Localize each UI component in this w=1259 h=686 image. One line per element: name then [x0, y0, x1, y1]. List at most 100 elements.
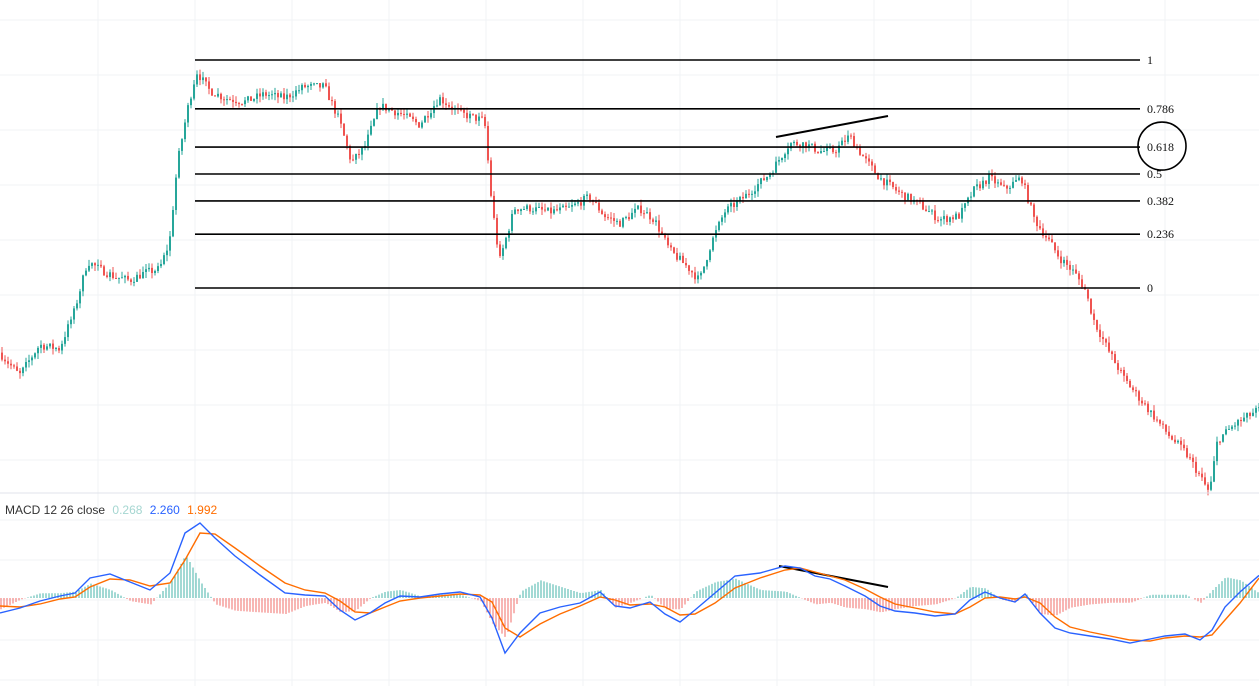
candle[interactable] — [376, 103, 378, 120]
candle[interactable] — [82, 274, 84, 297]
candle[interactable] — [892, 181, 894, 190]
candle[interactable] — [676, 247, 678, 262]
candle[interactable] — [328, 82, 330, 101]
candle[interactable] — [400, 108, 402, 117]
candle[interactable] — [430, 108, 432, 120]
candle[interactable] — [889, 175, 891, 186]
candle[interactable] — [94, 262, 96, 271]
candle[interactable] — [1024, 179, 1026, 189]
candle[interactable] — [979, 181, 981, 191]
candle[interactable] — [202, 71, 204, 85]
candle[interactable] — [16, 362, 18, 372]
candle[interactable] — [1213, 456, 1215, 483]
candle[interactable] — [787, 142, 789, 160]
candle[interactable] — [640, 199, 642, 217]
candle[interactable] — [736, 197, 738, 211]
candle[interactable] — [1165, 424, 1167, 435]
candle[interactable] — [907, 192, 909, 201]
candle[interactable] — [22, 366, 24, 377]
candle[interactable] — [442, 92, 444, 108]
candle[interactable] — [1117, 360, 1119, 375]
candle[interactable] — [1084, 284, 1086, 290]
candle[interactable] — [1060, 250, 1062, 269]
candle[interactable] — [220, 92, 222, 104]
candle[interactable] — [454, 105, 456, 115]
candle[interactable] — [40, 340, 42, 354]
candle[interactable] — [100, 260, 102, 269]
candle[interactable] — [1237, 418, 1239, 432]
candle[interactable] — [751, 190, 753, 201]
candle[interactable] — [1150, 409, 1152, 418]
candle[interactable] — [481, 111, 483, 119]
candle[interactable] — [1225, 426, 1227, 436]
candle[interactable] — [550, 202, 552, 219]
candle[interactable] — [499, 240, 501, 258]
candle[interactable] — [580, 197, 582, 210]
candle[interactable] — [1141, 397, 1143, 406]
candle[interactable] — [547, 207, 549, 212]
candle[interactable] — [568, 202, 570, 208]
candle[interactable] — [784, 152, 786, 163]
candle[interactable] — [439, 94, 441, 106]
candle[interactable] — [850, 133, 852, 140]
candle[interactable] — [556, 204, 558, 212]
candle[interactable] — [622, 217, 624, 229]
candle[interactable] — [883, 178, 885, 190]
candle[interactable] — [964, 202, 966, 212]
candle[interactable] — [424, 115, 426, 123]
candle[interactable] — [73, 305, 75, 324]
candle[interactable] — [262, 88, 264, 100]
candle[interactable] — [343, 123, 345, 136]
candle[interactable] — [880, 174, 882, 181]
candle[interactable] — [1105, 337, 1107, 348]
candle[interactable] — [250, 96, 252, 101]
candle[interactable] — [526, 203, 528, 211]
candle[interactable] — [946, 214, 948, 225]
candle[interactable] — [865, 152, 867, 164]
candle[interactable] — [307, 84, 309, 93]
candle[interactable] — [1252, 408, 1254, 417]
candle[interactable] — [544, 203, 546, 213]
candle[interactable] — [811, 143, 813, 146]
candle[interactable] — [949, 216, 951, 226]
candle[interactable] — [13, 363, 15, 369]
candle[interactable] — [1066, 255, 1068, 270]
candle[interactable] — [928, 205, 930, 213]
candle[interactable] — [733, 197, 735, 213]
candle[interactable] — [124, 274, 126, 284]
candle[interactable] — [472, 113, 474, 116]
candle[interactable] — [154, 269, 156, 276]
candle[interactable] — [301, 83, 303, 95]
candle[interactable] — [409, 112, 411, 118]
candle[interactable] — [601, 208, 603, 215]
candle[interactable] — [910, 193, 912, 205]
candle[interactable] — [1015, 175, 1017, 182]
candle[interactable] — [652, 217, 654, 225]
candle[interactable] — [319, 82, 321, 92]
candle[interactable] — [1147, 401, 1149, 416]
candle[interactable] — [838, 141, 840, 158]
candle[interactable] — [364, 140, 366, 151]
candle[interactable] — [1201, 467, 1203, 482]
candle[interactable] — [607, 213, 609, 221]
candle[interactable] — [1099, 324, 1101, 343]
candle[interactable] — [277, 90, 279, 104]
candle[interactable] — [1090, 298, 1092, 315]
candle[interactable] — [961, 203, 963, 223]
candle[interactable] — [43, 343, 45, 353]
candle[interactable] — [1039, 220, 1041, 231]
candle[interactable] — [1144, 400, 1146, 406]
candle[interactable] — [706, 259, 708, 270]
candle[interactable] — [316, 83, 318, 85]
candle[interactable] — [181, 138, 183, 155]
candle[interactable] — [1069, 260, 1071, 276]
candle[interactable] — [232, 94, 234, 108]
candle[interactable] — [253, 98, 255, 103]
fib-level-1[interactable]: 1 — [195, 53, 1153, 67]
candle[interactable] — [1198, 470, 1200, 477]
candle[interactable] — [1126, 373, 1128, 385]
candle[interactable] — [604, 211, 606, 222]
candle[interactable] — [541, 202, 543, 215]
candle[interactable] — [331, 96, 333, 106]
